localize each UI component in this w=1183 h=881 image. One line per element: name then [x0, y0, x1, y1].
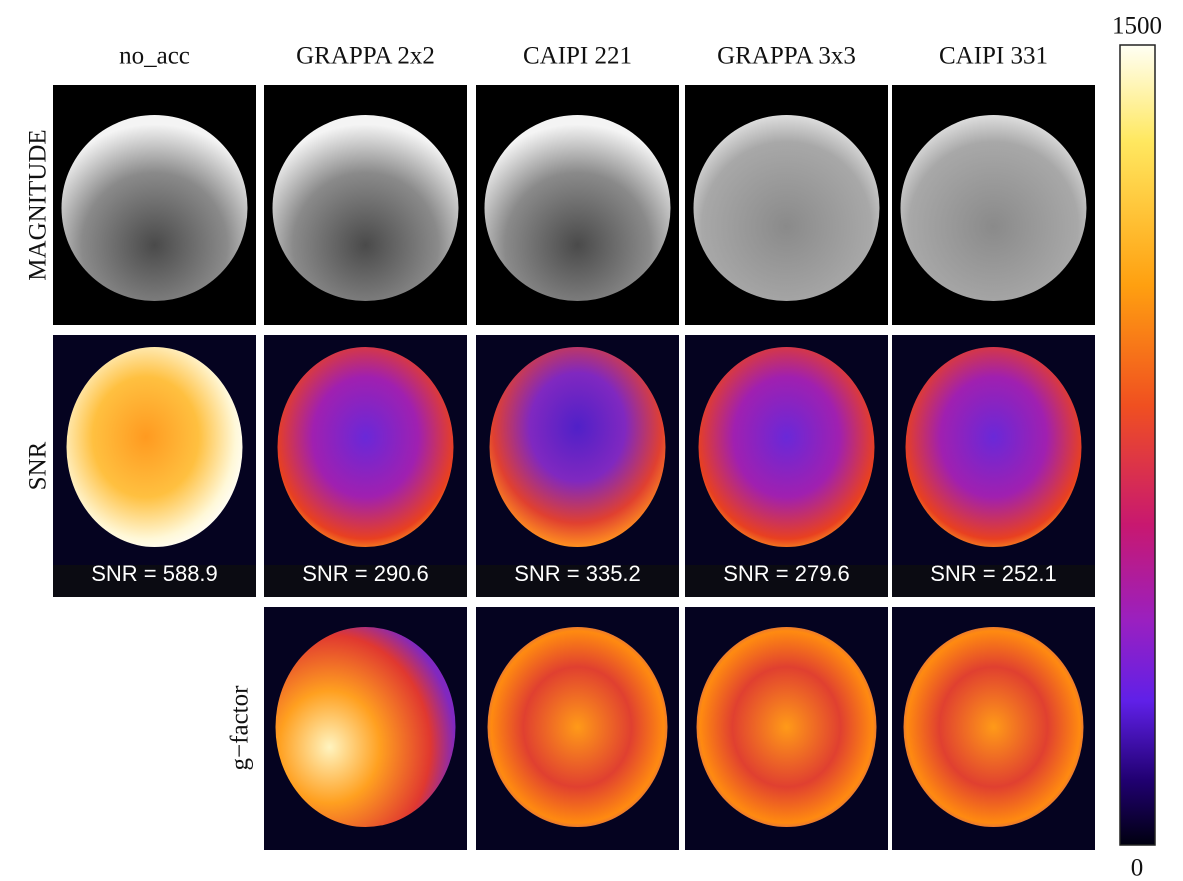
column-header: GRAPPA 2x2 — [296, 43, 435, 70]
snr-value: SNR = 290.6 — [302, 561, 429, 586]
snr-disc — [67, 347, 243, 547]
panels — [53, 85, 1095, 850]
magnitude-disc — [62, 115, 248, 301]
colorbar-tick: 1500 — [1112, 13, 1162, 40]
column-header: GRAPPA 3x3 — [717, 43, 856, 70]
gfactor-disc — [904, 627, 1084, 827]
row-label: SNR — [25, 441, 52, 490]
magnitude-disc — [485, 115, 671, 301]
snr-disc — [278, 347, 454, 547]
column-header: CAIPI 331 — [939, 43, 1048, 70]
magnitude-disc — [901, 115, 1087, 301]
snr-disc — [490, 347, 666, 547]
colorbar — [1120, 45, 1155, 845]
snr-value: SNR = 279.6 — [723, 561, 850, 586]
colorbar-tick: 0 — [1131, 855, 1144, 881]
row-label: MAGNITUDE — [25, 129, 52, 280]
gfactor-disc — [488, 627, 668, 827]
figure: MAGNITUDE SNR g−factor 0 1500 no_acc SNR … — [0, 0, 1183, 881]
gfactor-disc — [697, 627, 877, 827]
row-label: g−factor — [227, 685, 254, 771]
snr-disc — [906, 347, 1082, 547]
column-header: no_acc — [119, 43, 190, 70]
magnitude-disc — [273, 115, 459, 301]
snr-value: SNR = 335.2 — [514, 561, 641, 586]
snr-value: SNR = 588.9 — [91, 561, 218, 586]
snr-value: SNR = 252.1 — [930, 561, 1057, 586]
column-header: CAIPI 221 — [523, 43, 632, 70]
gfactor-disc — [276, 627, 456, 827]
magnitude-disc — [694, 115, 880, 301]
snr-disc — [699, 347, 875, 547]
